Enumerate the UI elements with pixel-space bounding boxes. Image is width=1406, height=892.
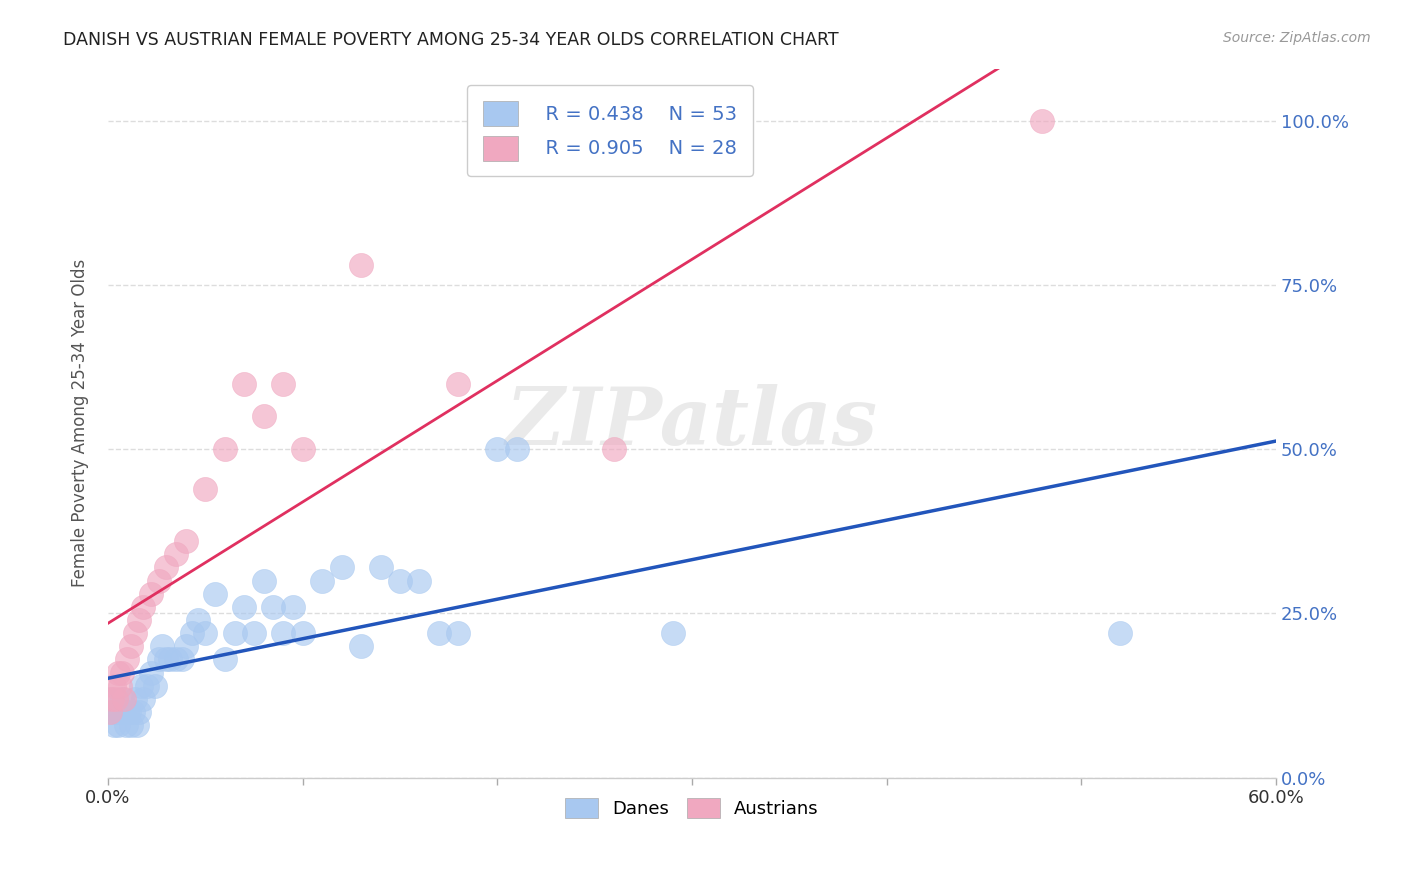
Point xyxy=(408,574,430,588)
Point xyxy=(447,626,470,640)
Point xyxy=(214,442,236,457)
Point xyxy=(311,574,333,588)
Point xyxy=(118,705,141,719)
Text: DANISH VS AUSTRIAN FEMALE POVERTY AMONG 25-34 YEAR OLDS CORRELATION CHART: DANISH VS AUSTRIAN FEMALE POVERTY AMONG … xyxy=(63,31,839,49)
Point xyxy=(104,691,127,706)
Point xyxy=(427,626,450,640)
Point xyxy=(101,705,124,719)
Point xyxy=(139,665,162,680)
Point xyxy=(170,652,193,666)
Point xyxy=(233,376,256,391)
Point xyxy=(104,705,127,719)
Point xyxy=(291,626,314,640)
Point xyxy=(204,587,226,601)
Point xyxy=(128,613,150,627)
Point xyxy=(243,626,266,640)
Text: Source: ZipAtlas.com: Source: ZipAtlas.com xyxy=(1223,31,1371,45)
Point xyxy=(143,679,166,693)
Point xyxy=(114,718,136,732)
Point xyxy=(506,442,529,457)
Point xyxy=(127,718,149,732)
Y-axis label: Female Poverty Among 25-34 Year Olds: Female Poverty Among 25-34 Year Olds xyxy=(72,259,89,587)
Point xyxy=(174,534,197,549)
Point xyxy=(117,705,139,719)
Point xyxy=(350,640,373,654)
Point xyxy=(271,376,294,391)
Point xyxy=(1109,626,1132,640)
Text: ZIPatlas: ZIPatlas xyxy=(506,384,877,462)
Point xyxy=(1031,114,1053,128)
Point xyxy=(139,587,162,601)
Point xyxy=(103,718,125,732)
Point xyxy=(117,652,139,666)
Point xyxy=(132,599,155,614)
Point xyxy=(262,599,284,614)
Point xyxy=(165,652,187,666)
Point xyxy=(186,613,208,627)
Point xyxy=(107,718,129,732)
Point xyxy=(370,560,392,574)
Point xyxy=(98,705,121,719)
Point xyxy=(110,665,132,680)
Point xyxy=(233,599,256,614)
Point xyxy=(101,691,124,706)
Point xyxy=(447,376,470,391)
Point xyxy=(486,442,509,457)
Point xyxy=(122,705,145,719)
Point xyxy=(214,652,236,666)
Point xyxy=(271,626,294,640)
Point xyxy=(124,626,146,640)
Point xyxy=(330,560,353,574)
Point xyxy=(350,259,373,273)
Point xyxy=(159,652,181,666)
Point xyxy=(103,679,125,693)
Point xyxy=(165,547,187,561)
Point xyxy=(110,691,132,706)
Point xyxy=(135,679,157,693)
Point xyxy=(661,626,683,640)
Point xyxy=(388,574,411,588)
Point xyxy=(120,718,142,732)
Point xyxy=(155,652,177,666)
Point xyxy=(194,482,217,496)
Point xyxy=(291,442,314,457)
Point xyxy=(155,560,177,574)
Point xyxy=(112,705,135,719)
Point xyxy=(253,409,276,424)
Point xyxy=(148,574,170,588)
Point xyxy=(148,652,170,666)
Point xyxy=(112,691,135,706)
Point xyxy=(603,442,626,457)
Point xyxy=(174,640,197,654)
Point xyxy=(194,626,217,640)
Point xyxy=(253,574,276,588)
Point xyxy=(129,679,152,693)
Point xyxy=(107,665,129,680)
Point xyxy=(108,679,131,693)
Point xyxy=(98,691,121,706)
Point xyxy=(124,691,146,706)
Point xyxy=(224,626,246,640)
Point xyxy=(128,705,150,719)
Point xyxy=(180,626,202,640)
Point xyxy=(132,691,155,706)
Legend: Danes, Austrians: Danes, Austrians xyxy=(558,791,825,825)
Point xyxy=(152,640,174,654)
Point xyxy=(281,599,304,614)
Point xyxy=(120,640,142,654)
Point xyxy=(108,705,131,719)
